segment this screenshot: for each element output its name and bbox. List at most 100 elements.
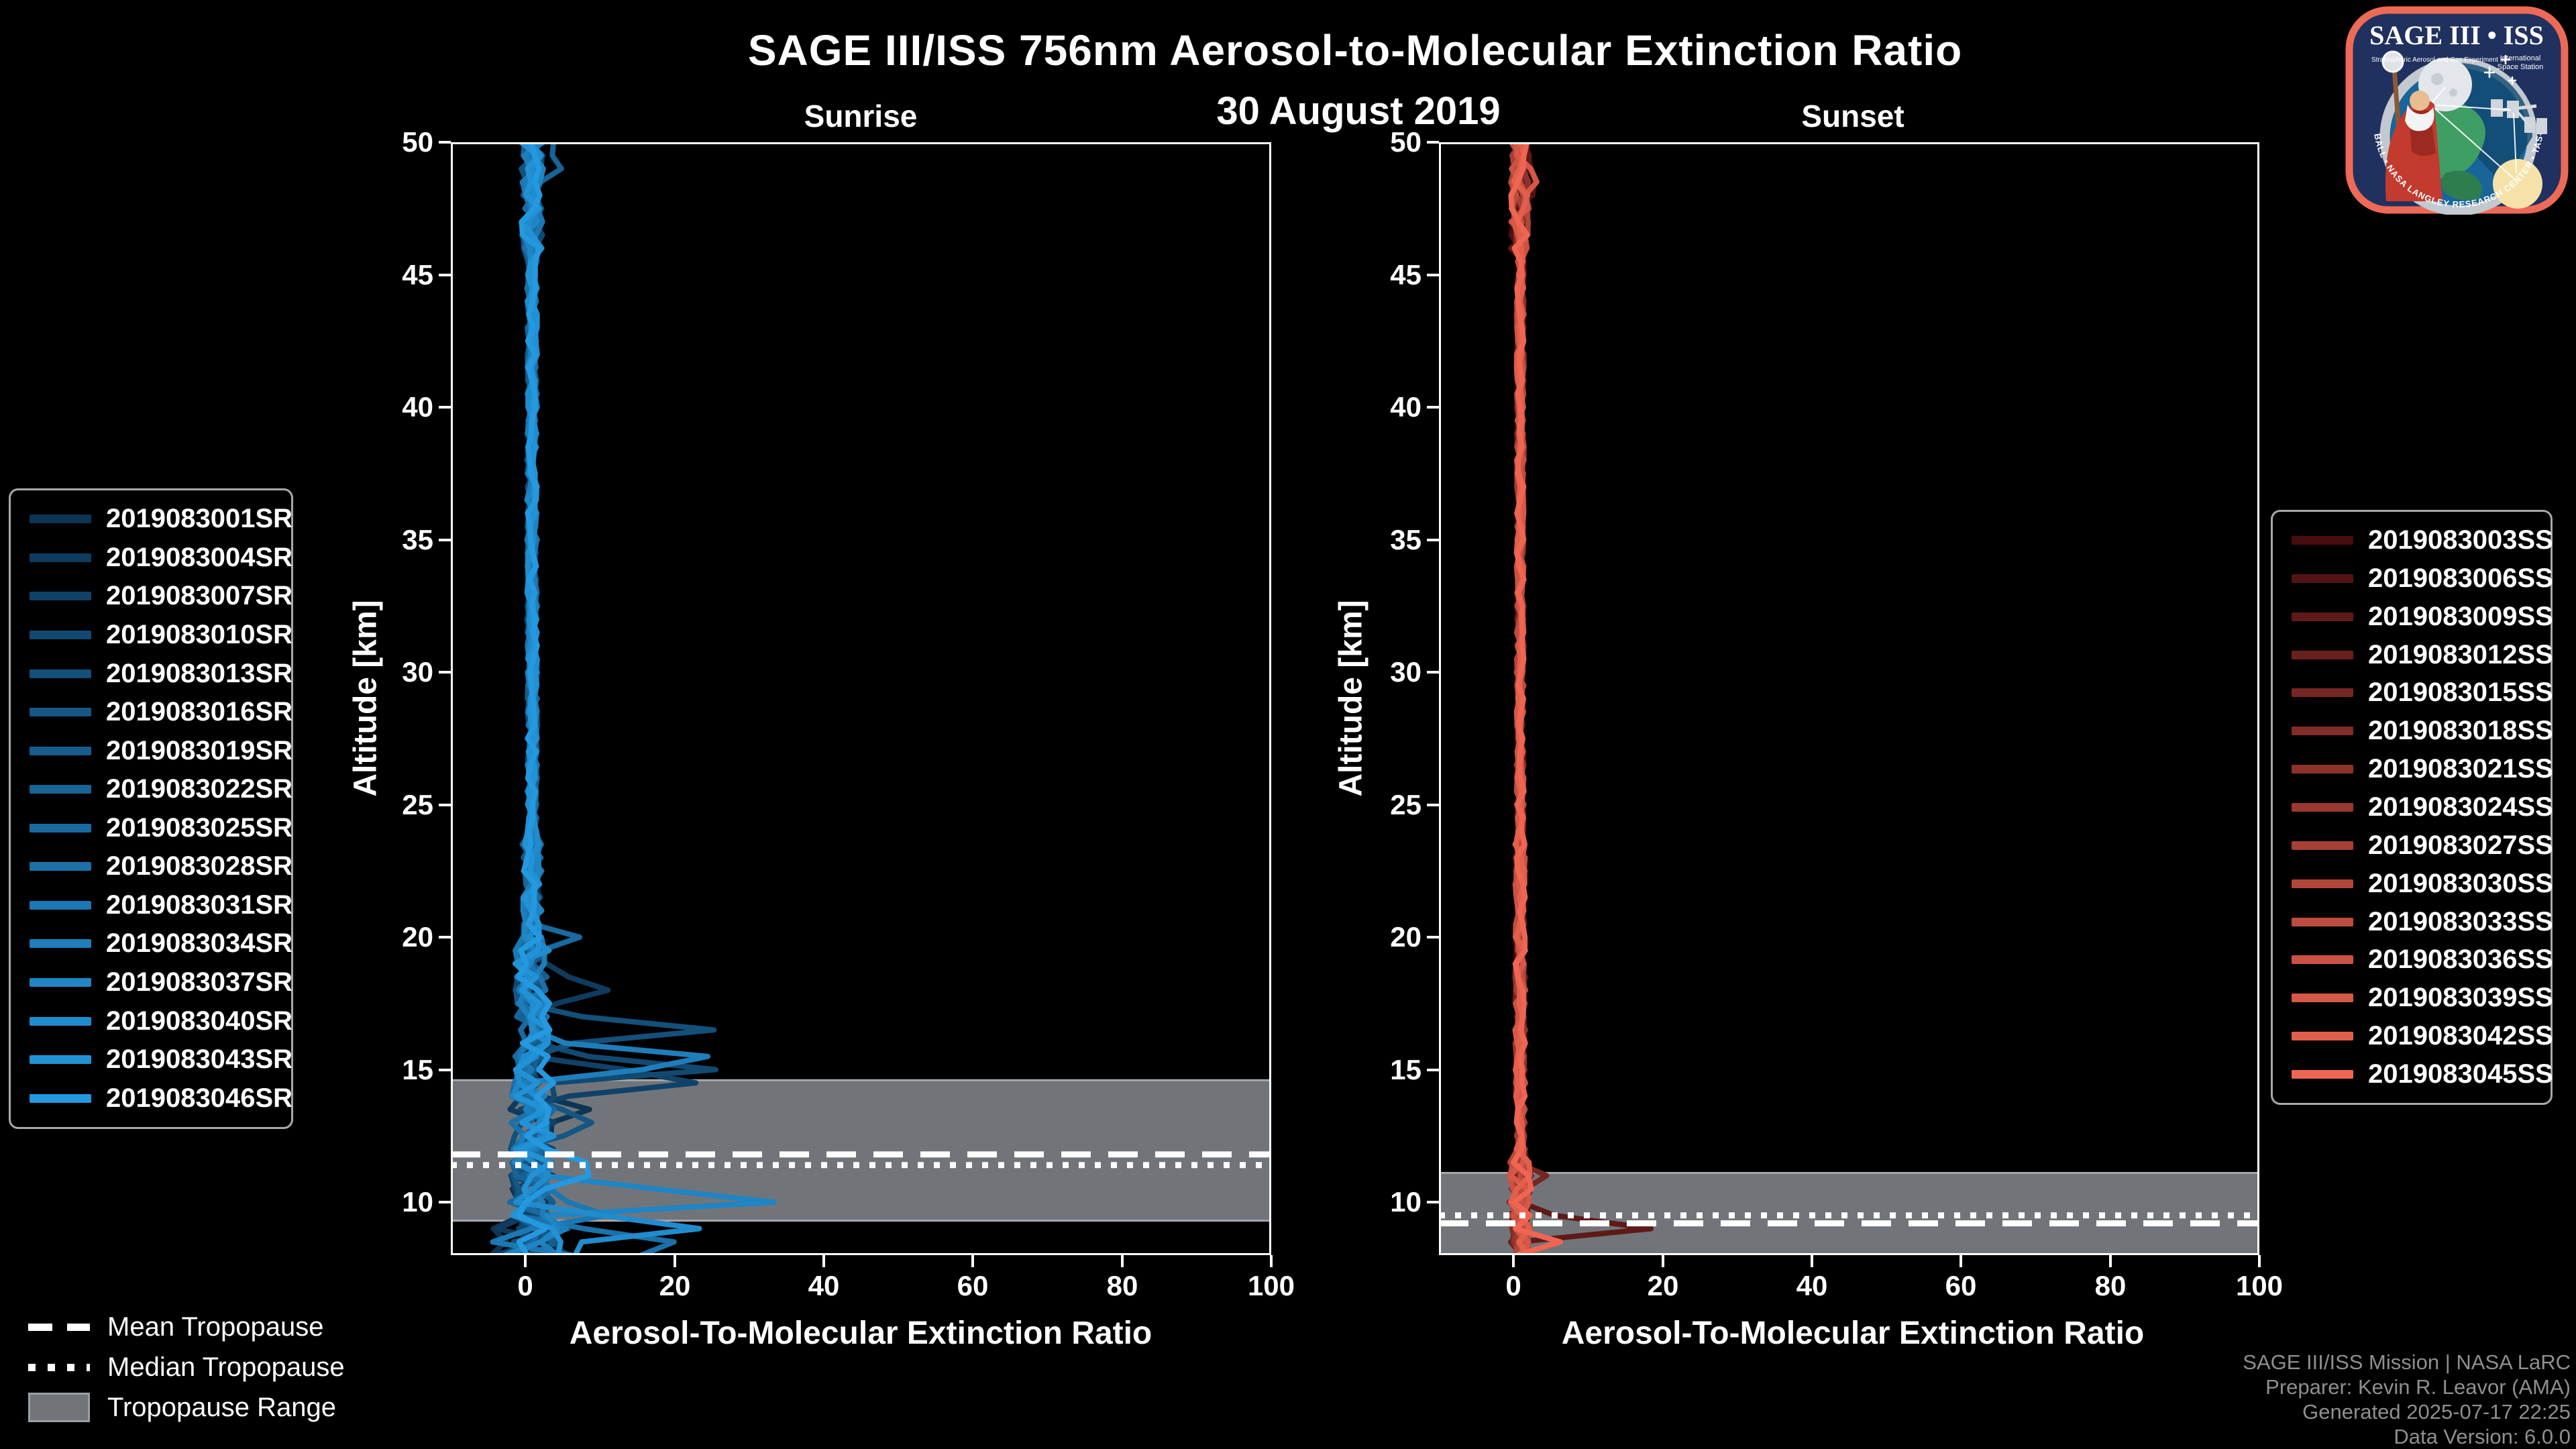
legend-entry-label: 2019083045SS [2368,1059,2553,1089]
legend-line-sample [2292,917,2353,926]
legend-line-sample [30,900,91,910]
legend-entry: 2019083003SS [2273,525,2553,555]
y-tick-mark [439,1201,451,1203]
y-axis-label-sunrise: Altitude [km] [347,600,384,797]
y-tick-label: 30 [402,656,433,688]
legend-entry: 2019083037SR [11,967,292,998]
legend-entry: 2019083018SS [2273,716,2553,746]
figure-title: SAGE III/ISS 756nm Aerosol-to-Molecular … [747,26,1963,74]
logo-subtitle-right-2: Space Station [2498,63,2544,71]
legend-entry: 2019083039SS [2273,983,2553,1013]
y-tick-label: 45 [1390,259,1421,290]
legend-entry: 2019083043SR [11,1044,292,1075]
footer-credits: SAGE III/ISS Mission | NASA LaRC Prepare… [2243,1350,2571,1449]
legend-entry: 2019083013SR [11,659,292,689]
legend-entry-label: 2019083046SR [106,1083,293,1113]
y-tick-label: 40 [1390,391,1421,423]
legend-entry: 2019083046SR [11,1083,293,1114]
profile-line-2019083045SS [1508,142,1564,1255]
legend-line-sample [30,630,91,639]
legend-line-sample [2292,1032,2353,1041]
logo-earth-south [2441,170,2482,201]
legend-entry: 2019083028SR [11,851,292,881]
x-tick-mark [1662,1255,1664,1267]
y-axis-label-sunset: Altitude [km] [1333,600,1369,797]
legend-entry: 2019083040SR [11,1006,293,1036]
y-tick-mark [1427,274,1439,276]
legend-entry-label: 2019083030SS [2368,868,2553,898]
y-tick-label: 50 [402,126,433,158]
legend-line-sample [30,785,91,794]
legend-entry: 2019083024SS [2273,792,2553,822]
legend-entry: 2019083033SS [2273,906,2553,937]
legend-line-sample [2292,535,2353,545]
x-tick-mark [2258,1255,2261,1267]
legend-entry: 2019083012SS [2273,639,2553,670]
y-tick-mark [439,1069,451,1071]
legend-line-sample [2292,955,2353,965]
legend-line-sample [30,1016,91,1026]
y-tick-label: 25 [1390,789,1421,820]
tropopause-range-band [1439,1173,2259,1255]
legend-entry-label: 2019083015SS [2368,678,2553,708]
legend-line-sample [2292,650,2353,659]
legend-entry-label: 2019083025SR [106,812,293,843]
median-tropopause-line-sample [28,1363,90,1371]
x-axis-label-sunset: Aerosol-To-Molecular Extinction Ratio [1561,1316,2145,1351]
x-tick-mark [1811,1255,1813,1267]
legend-entry-label: 2019083003SS [2368,525,2553,555]
profile-line-2019083009SS [1508,142,1654,1255]
y-tick-label: 35 [402,524,433,555]
legend-entry-label: 2019083024SS [2368,792,2553,822]
y-tick-mark [439,804,451,806]
legend-entry-label: 2019083031SR [106,890,293,920]
figure-date: 30 August 2019 [1216,89,1501,133]
y-tick-label: 25 [402,789,433,820]
plot-spines [451,142,1271,1255]
x-tick-mark [1270,1255,1273,1267]
x-tick-label: 20 [1647,1270,1679,1301]
legend-entry: 2019083034SR [11,928,292,959]
x-tick-label: 80 [1106,1270,1138,1301]
tropopause-range-band [451,1080,1271,1221]
logo-moon-crater [2431,73,2443,85]
legend-entry-label: 2019083012SS [2368,639,2553,669]
tropopause-range-label: Tropopause Range [107,1392,336,1422]
legend-entry: 2019083022SR [11,774,293,804]
legend-entry-label: 2019083009SS [2368,601,2553,631]
x-tick-label: 40 [1796,1270,1828,1301]
x-tick-mark [822,1255,825,1267]
y-tick-mark [1427,141,1439,144]
legend-entry-label: 2019083010SR [106,619,293,649]
plot-spines [1439,142,2259,1255]
legend-entry: 2019083010SR [11,619,293,650]
footer-generated: Generated 2025-07-17 22:25 [2302,1400,2571,1424]
legend-entry-label: 2019083022SR [106,774,293,804]
footer-mission: SAGE III/ISS Mission | NASA LaRC [2243,1350,2571,1374]
legend-line-sample [30,746,91,755]
x-tick-label: 60 [1945,1270,1977,1301]
legend-line-sample [30,669,91,678]
legend-line-sample [30,1055,91,1065]
legend-line-sample [2292,879,2353,888]
y-tick-label: 45 [402,259,433,290]
legend-entry: 2019083030SS [2273,868,2553,899]
legend-line-sample [2292,994,2353,1003]
legend-entry-label: 2019083021SS [2368,754,2553,784]
legend-entry-label: 2019083033SS [2368,906,2553,936]
legend-line-sample [30,939,91,949]
legend-entry: 2019083025SR [11,812,293,843]
legend-entry-label: 2019083040SR [106,1006,293,1036]
logo-figure [2381,50,2443,201]
legend-line-sample [30,708,91,717]
logo-iss [2490,99,2547,134]
y-tick-mark [1427,936,1439,938]
legend-entry-label: 2019083036SS [2368,945,2553,975]
legend-entry: 2019083019SR [11,736,292,766]
legend-line-sample [30,515,91,524]
y-tick-label: 15 [402,1054,433,1085]
tropopause-legend-range-row: Tropopause Range [28,1387,345,1428]
y-tick-label: 20 [402,921,433,953]
y-tick-mark [1427,1069,1439,1071]
x-tick-label: 0 [1505,1270,1521,1301]
